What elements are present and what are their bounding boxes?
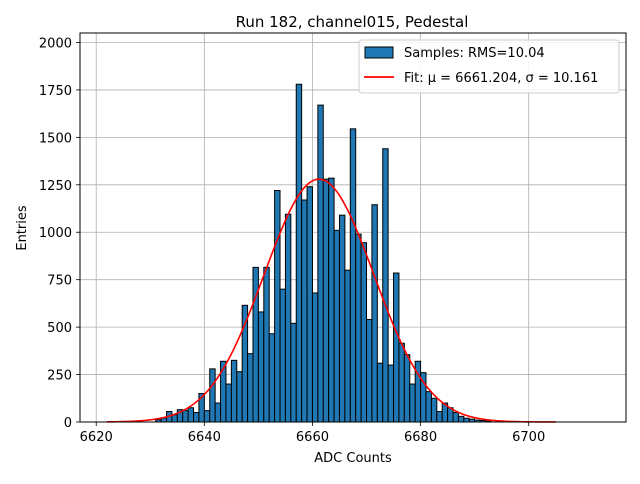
y-tick-label: 250 [47, 369, 72, 384]
histogram-bar [187, 407, 195, 423]
histogram-bars [155, 83, 492, 423]
legend-box [358, 39, 620, 94]
histogram-bar [376, 362, 384, 423]
histogram-bar [257, 311, 265, 423]
histogram-bar [430, 397, 438, 423]
histogram-bar [436, 411, 443, 423]
histogram-bar [338, 214, 346, 423]
x-tick-label: 6680 [404, 430, 437, 445]
histogram-bar [247, 353, 254, 423]
histogram-bar [344, 269, 351, 423]
histogram-bar [371, 204, 378, 423]
histogram-bar [409, 383, 416, 423]
plot-frame [79, 32, 627, 423]
histogram-bar [279, 288, 286, 423]
y-axis-label: Entries [15, 205, 30, 251]
x-tick-label: 6620 [80, 430, 113, 445]
histogram-bar [398, 342, 405, 423]
histogram-bar [230, 359, 238, 423]
histogram-bar [463, 417, 470, 423]
histogram-bar [171, 414, 178, 423]
histogram-bar [263, 266, 270, 423]
histogram-bar [301, 199, 308, 423]
histogram-bar [393, 272, 400, 423]
histogram-bar [382, 148, 389, 423]
y-tick-label: 2000 [39, 36, 72, 51]
histogram-bar [425, 391, 432, 423]
chart-title: Run 182, channel015, Pedestal [236, 13, 469, 31]
histogram-bar [333, 229, 340, 423]
legend-samples-swatch [364, 46, 394, 59]
y-tick-label: 1500 [39, 131, 72, 146]
histogram-bar [290, 322, 297, 423]
histogram-bar [209, 368, 216, 423]
histogram-bar [387, 364, 395, 423]
histogram-bar [295, 83, 303, 423]
histogram-bar [452, 412, 459, 423]
histogram-bar [322, 178, 330, 423]
histogram-bar [203, 410, 211, 423]
histogram-bar [274, 189, 281, 423]
histogram-bar [182, 410, 189, 423]
histogram-bar [236, 371, 243, 423]
y-tick-label: 1750 [39, 84, 72, 99]
histogram-bar [403, 354, 411, 423]
histogram-bar [328, 177, 335, 423]
fit-curve [107, 178, 556, 423]
legend-fit-label: Fit: μ = 6661.204, σ = 10.161 [404, 71, 598, 86]
y-tick-label: 0 [64, 416, 72, 431]
legend: Samples: RMS=10.04 Fit: μ = 6661.204, σ … [358, 39, 620, 94]
histogram-bar [349, 128, 357, 423]
x-tick-label: 6700 [512, 430, 545, 445]
legend-samples-label: Samples: RMS=10.04 [404, 46, 545, 61]
histogram-bar [311, 292, 319, 423]
y-tick-label: 1250 [39, 179, 72, 194]
y-axis-ticks: 0 250 500 750 1000 1250 1500 1750 2000 [39, 36, 80, 431]
histogram-bar [457, 415, 465, 423]
histogram-bar [355, 233, 362, 423]
histogram-bar [360, 242, 368, 423]
y-tick-label: 750 [47, 274, 72, 289]
x-tick-label: 6640 [188, 430, 221, 445]
x-axis-label: ADC Counts [314, 451, 392, 466]
histogram-bar [317, 104, 324, 423]
x-tick-label: 6660 [296, 430, 329, 445]
histogram-bar [306, 186, 313, 423]
y-tick-label: 500 [47, 321, 72, 336]
histogram-bar [366, 319, 373, 423]
y-tick-label: 1000 [39, 226, 72, 241]
histogram-bar [193, 412, 200, 423]
histogram-bar [284, 213, 292, 423]
x-axis-ticks: 6620 6640 6660 6680 6700 [80, 422, 545, 445]
histogram-bar [214, 402, 222, 423]
histogram-bar [225, 383, 232, 423]
histogram-bar [268, 333, 276, 423]
